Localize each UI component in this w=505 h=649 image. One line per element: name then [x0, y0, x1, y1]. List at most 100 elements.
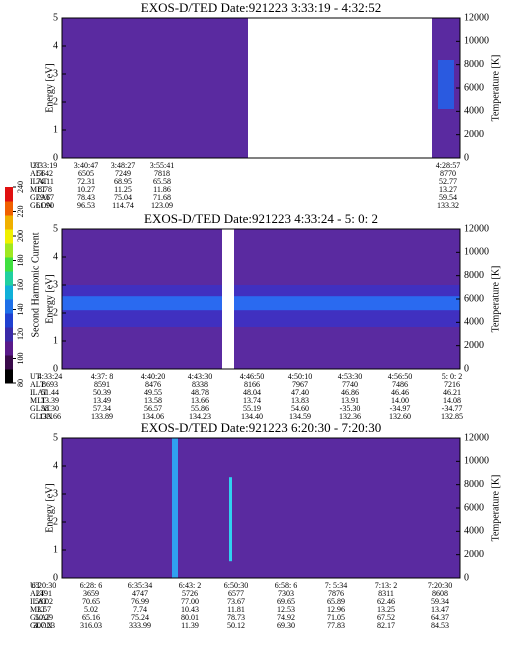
y2-tick-label: 6000 — [464, 82, 484, 93]
orbit-label: ILAT — [30, 177, 47, 186]
orbit-value: 6:35:34 — [128, 581, 152, 590]
orbit-value: 13.47 — [431, 605, 449, 614]
orbit-value: 70.65 — [82, 597, 100, 606]
orbit-value: 10.27 — [77, 185, 95, 194]
orbit-value: 11.25 — [114, 185, 132, 194]
y-tick-label: 2 — [53, 96, 58, 107]
orbit-value: 4:28:57 — [436, 161, 460, 170]
orbit-value: 65.58 — [153, 177, 171, 186]
orbit-value: 13.91 — [341, 396, 359, 405]
orbit-value: 80.01 — [181, 613, 199, 622]
spectrogram-area — [438, 60, 454, 109]
orbit-value: 49.55 — [144, 388, 162, 397]
colorbar-segment — [5, 327, 13, 342]
y2-tick-label: 0 — [464, 572, 469, 583]
orbit-label: UT — [30, 581, 41, 590]
colorbar-segment — [5, 299, 13, 314]
orbit-label: GLON — [30, 412, 52, 421]
orbit-value: 6577 — [228, 589, 244, 598]
orbit-value: 4747 — [132, 589, 148, 598]
orbit-value: 50.39 — [93, 388, 111, 397]
orbit-value: 8770 — [440, 169, 456, 178]
orbit-value: 71.68 — [153, 193, 171, 202]
orbit-value: 3:40:47 — [74, 161, 98, 170]
orbit-value: 14.00 — [391, 396, 409, 405]
y2-tick-label: 0 — [464, 152, 469, 163]
colorbar-label: Second Harmonic Current — [30, 232, 41, 337]
orbit-label: GLAT — [30, 193, 51, 202]
orbit-label: ILAT — [30, 388, 47, 397]
orbit-value: 6:50:30 — [224, 581, 248, 590]
orbit-value: 52.77 — [439, 177, 457, 186]
y2-tick-label: 8000 — [464, 270, 484, 281]
colorbar-segment — [5, 369, 13, 384]
orbit-value: 133.89 — [91, 412, 113, 421]
y2-tick-label: 8000 — [464, 59, 484, 70]
colorbar-segment — [5, 243, 13, 258]
orbit-value: 13.49 — [93, 396, 111, 405]
orbit-value: 46.86 — [341, 388, 359, 397]
orbit-value: 6:28: 6 — [80, 581, 102, 590]
orbit-value: 5642 — [37, 169, 53, 178]
orbit-value: -34.77 — [442, 404, 463, 413]
y-tick-label: 4 — [53, 40, 58, 51]
orbit-value: 4:53:30 — [338, 372, 362, 381]
orbit-value: 7740 — [342, 380, 358, 389]
y2-tick-label: 4000 — [464, 526, 484, 537]
orbit-value: 8591 — [94, 380, 110, 389]
orbit-value: 46.21 — [443, 388, 461, 397]
y-tick-label: 4 — [53, 460, 58, 471]
spectrogram-area — [62, 18, 248, 158]
orbit-value: 6505 — [78, 169, 94, 178]
colorbar-tick-label: 120 — [16, 328, 25, 340]
spectrogram-area — [62, 296, 460, 311]
orbit-value: 3.57 — [37, 605, 51, 614]
orbit-value: 13.27 — [439, 185, 457, 194]
orbit-value: 77.00 — [181, 597, 199, 606]
y-axis-label: Energy [eV] — [44, 274, 55, 324]
orbit-value: 8166 — [244, 380, 260, 389]
orbit-value: 72.31 — [77, 177, 95, 186]
orbit-value: 57.34 — [93, 404, 111, 413]
y2-tick-label: 2000 — [464, 549, 484, 560]
orbit-value: 7876 — [328, 589, 344, 598]
orbit-value: 82.17 — [377, 621, 395, 630]
y-tick-label: 1 — [53, 124, 58, 135]
panel-title: EXOS-D/TED Date:921223 6:20:30 - 7:20:30 — [141, 420, 381, 435]
orbit-label: UT — [30, 161, 41, 170]
colorbar-segment — [5, 341, 13, 356]
colorbar-segment — [5, 201, 13, 216]
y2-tick-label: 2000 — [464, 340, 484, 351]
colorbar-segment — [5, 355, 13, 370]
spectrogram-area — [229, 477, 232, 562]
orbit-value: 4:46:50 — [240, 372, 264, 381]
orbit-value: 65.16 — [82, 613, 100, 622]
colorbar-segment — [5, 313, 13, 328]
orbit-value: 8338 — [192, 380, 208, 389]
orbit-value: 78.73 — [227, 613, 245, 622]
orbit-value: 69.30 — [277, 621, 295, 630]
orbit-value: 7216 — [444, 380, 460, 389]
orbit-value: 11.39 — [181, 621, 199, 630]
orbit-value: 6:58: 6 — [275, 581, 297, 590]
colorbar-segment — [5, 271, 13, 286]
orbit-value: 114.74 — [112, 201, 134, 210]
orbit-value: 67.52 — [377, 613, 395, 622]
orbit-value: 48.78 — [191, 388, 209, 397]
orbit-value: 134.59 — [289, 412, 311, 421]
colorbar-segment — [5, 257, 13, 272]
y-tick-label: 0 — [53, 363, 58, 374]
colorbar-segment — [5, 229, 13, 244]
orbit-value: 11.81 — [227, 605, 245, 614]
orbit-value: 7967 — [292, 380, 308, 389]
orbit-value: 333.99 — [129, 621, 151, 630]
orbit-label: MLT — [30, 185, 46, 194]
orbit-value: 8693 — [42, 380, 58, 389]
orbit-value: 6:43: 2 — [179, 581, 201, 590]
orbit-value: 5.02 — [84, 605, 98, 614]
orbit-value: 12.53 — [277, 605, 295, 614]
orbit-value: 5726 — [182, 589, 198, 598]
colorbar-tick-label: 80 — [16, 379, 25, 387]
orbit-value: 75.04 — [114, 193, 132, 202]
